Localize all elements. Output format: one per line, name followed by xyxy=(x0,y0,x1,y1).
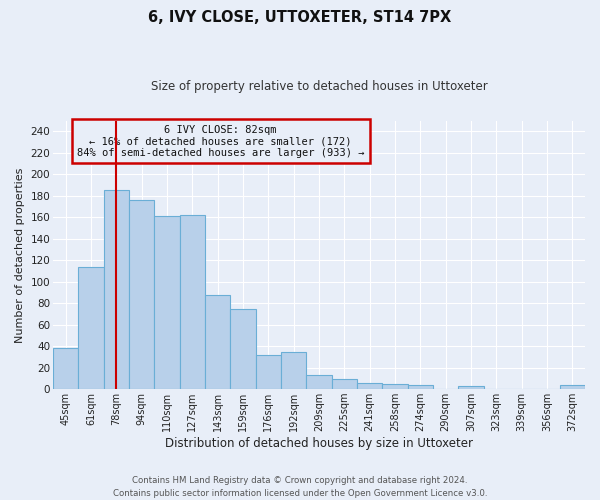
Bar xyxy=(180,215,205,389)
Bar xyxy=(205,294,230,389)
Bar xyxy=(129,200,154,389)
Bar xyxy=(281,352,307,389)
Bar xyxy=(382,384,407,389)
Bar xyxy=(307,375,332,389)
Bar xyxy=(154,216,180,389)
Bar xyxy=(458,386,484,389)
Title: Size of property relative to detached houses in Uttoxeter: Size of property relative to detached ho… xyxy=(151,80,487,93)
Bar xyxy=(332,380,357,389)
Text: 6, IVY CLOSE, UTTOXETER, ST14 7PX: 6, IVY CLOSE, UTTOXETER, ST14 7PX xyxy=(148,10,452,25)
Bar xyxy=(407,385,433,389)
X-axis label: Distribution of detached houses by size in Uttoxeter: Distribution of detached houses by size … xyxy=(165,437,473,450)
Bar xyxy=(560,385,585,389)
Bar xyxy=(53,348,79,389)
Bar xyxy=(256,355,281,389)
Bar xyxy=(230,308,256,389)
Y-axis label: Number of detached properties: Number of detached properties xyxy=(15,167,25,342)
Text: Contains HM Land Registry data © Crown copyright and database right 2024.
Contai: Contains HM Land Registry data © Crown c… xyxy=(113,476,487,498)
Bar xyxy=(104,190,129,389)
Bar xyxy=(79,266,104,389)
Bar xyxy=(357,382,382,389)
Text: 6 IVY CLOSE: 82sqm
← 16% of detached houses are smaller (172)
84% of semi-detach: 6 IVY CLOSE: 82sqm ← 16% of detached hou… xyxy=(77,124,364,158)
